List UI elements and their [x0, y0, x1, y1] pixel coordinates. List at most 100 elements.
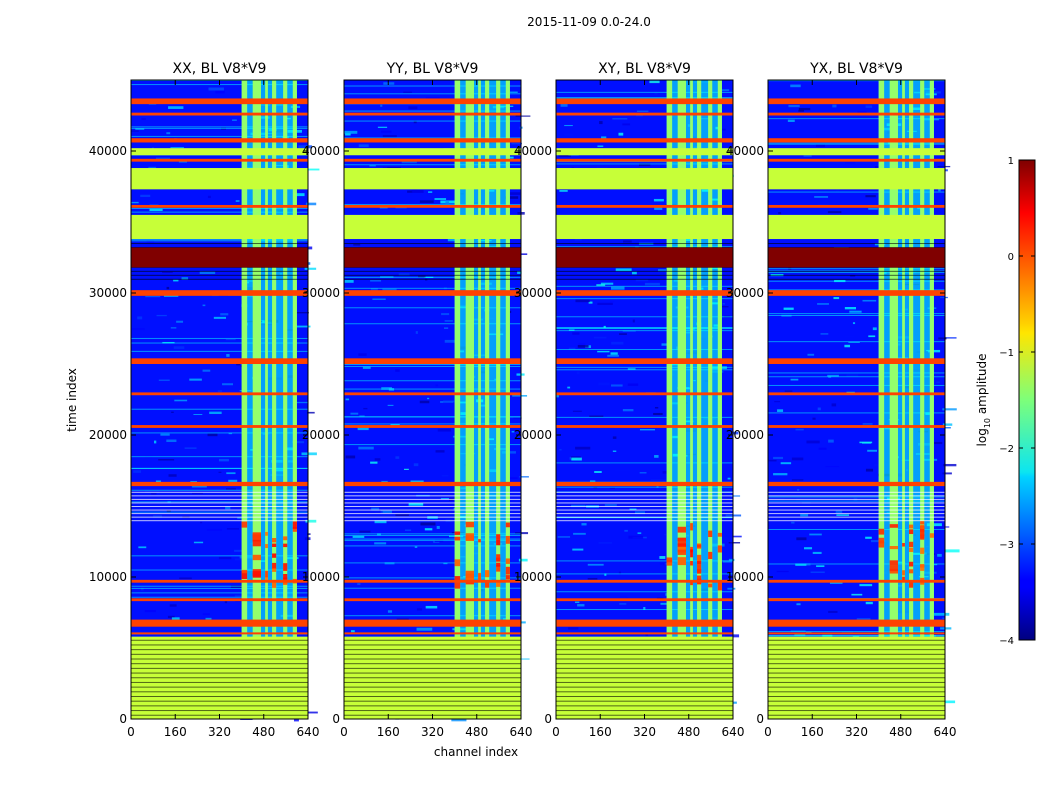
- orange-row: [556, 98, 733, 105]
- x-tick-label: 480: [677, 725, 700, 739]
- orange-row: [556, 158, 733, 162]
- orange-row: [131, 112, 308, 116]
- bright-channel-band: [717, 80, 722, 719]
- orange-row: [768, 358, 945, 364]
- y-tick-label: 30000: [89, 286, 127, 300]
- orange-row: [131, 619, 308, 627]
- y-tick-label: 10000: [514, 570, 552, 584]
- x-tick-label: 320: [633, 725, 656, 739]
- x-tick-label: 320: [421, 725, 444, 739]
- x-tick-label: 160: [801, 725, 824, 739]
- orange-row: [556, 112, 733, 116]
- orange-row: [344, 425, 521, 428]
- orange-row: [556, 204, 733, 208]
- orange-row: [768, 481, 945, 487]
- orange-row: [768, 392, 945, 396]
- x-tick-label: 0: [552, 725, 560, 739]
- x-tick-label: 0: [340, 725, 348, 739]
- orange-row: [556, 598, 733, 602]
- colorbar-tick-label: −2: [999, 444, 1014, 455]
- y-tick-label: 40000: [89, 144, 127, 158]
- bright-channel-band: [902, 80, 905, 719]
- panel-4: YX, BL V8*V9 0 160 320 480 640 0 10000 20000 3000…: [726, 61, 960, 739]
- orange-row: [344, 598, 521, 602]
- orange-row: [556, 138, 733, 143]
- orange-row: [768, 290, 945, 296]
- orange-row: [131, 392, 308, 396]
- x-tick-label: 640: [934, 725, 957, 739]
- y-axis-label: time index: [65, 368, 79, 432]
- orange-row: [131, 204, 308, 208]
- x-tick-label: 0: [764, 725, 772, 739]
- x-tick-label: 320: [208, 725, 231, 739]
- orange-row: [768, 138, 945, 143]
- bright-channel-band: [292, 80, 297, 719]
- orange-row: [556, 481, 733, 487]
- bright-channel-band: [909, 80, 914, 719]
- orange-row: [556, 579, 733, 583]
- panel-title: YY, BL V8*V9: [386, 61, 479, 77]
- orange-row: [768, 632, 945, 635]
- bright-channel-band: [241, 80, 248, 719]
- orange-row: [768, 425, 945, 428]
- orange-row: [344, 98, 521, 105]
- bright-channel-band: [666, 80, 673, 719]
- bright-channel-band: [697, 80, 702, 719]
- colorbar-tick-label: −3: [999, 540, 1014, 551]
- panel-title: XX, BL V8*V9: [173, 61, 267, 77]
- x-tick-label: 640: [510, 725, 533, 739]
- x-tick-label: 640: [297, 725, 320, 739]
- orange-row: [344, 290, 521, 296]
- y-tick-label: 40000: [302, 144, 340, 158]
- bright-channel-band: [690, 80, 693, 719]
- y-tick-label: 40000: [514, 144, 552, 158]
- x-tick-label: 320: [845, 725, 868, 739]
- bright-channel-band: [465, 80, 474, 719]
- panel-title: YX, BL V8*V9: [809, 61, 903, 77]
- orange-row: [344, 392, 521, 396]
- y-tick-label: 40000: [726, 144, 764, 158]
- bright-channel-band: [505, 80, 510, 719]
- y-tick-label: 0: [756, 712, 764, 726]
- panel-2: YY, BL V8*V9 0 160 320 480 640 0 10000 20000 3000…: [302, 61, 533, 739]
- orange-row: [131, 358, 308, 364]
- x-tick-label: 480: [889, 725, 912, 739]
- bright-channel-band: [920, 80, 925, 719]
- high-row: [344, 247, 521, 268]
- orange-row: [768, 619, 945, 627]
- orange-row: [344, 138, 521, 143]
- orange-row: [344, 632, 521, 635]
- orange-row: [131, 138, 308, 143]
- colorbar: 10−1−2−3−4 log10 amplitude: [975, 156, 1036, 647]
- high-row: [131, 247, 308, 268]
- colorbar-tick-label: −4: [999, 636, 1014, 647]
- orange-row: [556, 392, 733, 396]
- bright-channel-band: [496, 80, 501, 719]
- colorbar-tick-label: −1: [999, 348, 1014, 359]
- orange-row: [344, 158, 521, 162]
- orange-row: [131, 98, 308, 105]
- x-tick-label: 160: [589, 725, 612, 739]
- y-tick-label: 20000: [302, 428, 340, 442]
- orange-row: [344, 358, 521, 364]
- colorbar-gradient: [1018, 159, 1036, 641]
- bright-channel-band: [454, 80, 461, 719]
- colorbar-label: log10 amplitude: [975, 354, 992, 447]
- panel-3: XY, BL V8*V9 0 160 320 480 640 0 10000 20000 3000…: [514, 61, 745, 739]
- x-tick-label: 160: [377, 725, 400, 739]
- orange-row: [768, 598, 945, 602]
- colorbar-tick-label: 0: [1008, 252, 1014, 263]
- colorbar-label-rest: amplitude: [975, 354, 989, 418]
- orange-row: [556, 632, 733, 635]
- y-tick-label: 30000: [726, 286, 764, 300]
- y-tick-label: 30000: [302, 286, 340, 300]
- high-row: [556, 247, 733, 268]
- y-tick-label: 10000: [302, 570, 340, 584]
- bright-channel-band: [478, 80, 481, 719]
- orange-row: [768, 158, 945, 162]
- orange-row: [344, 481, 521, 487]
- x-tick-label: 640: [722, 725, 745, 739]
- orange-row: [344, 204, 521, 208]
- orange-row: [768, 112, 945, 116]
